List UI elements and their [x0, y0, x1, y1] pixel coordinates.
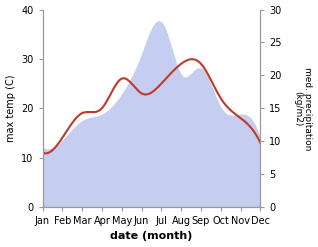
X-axis label: date (month): date (month)	[110, 231, 193, 242]
Y-axis label: med. precipitation
(kg/m2): med. precipitation (kg/m2)	[293, 66, 313, 150]
Y-axis label: max temp (C): max temp (C)	[5, 74, 16, 142]
